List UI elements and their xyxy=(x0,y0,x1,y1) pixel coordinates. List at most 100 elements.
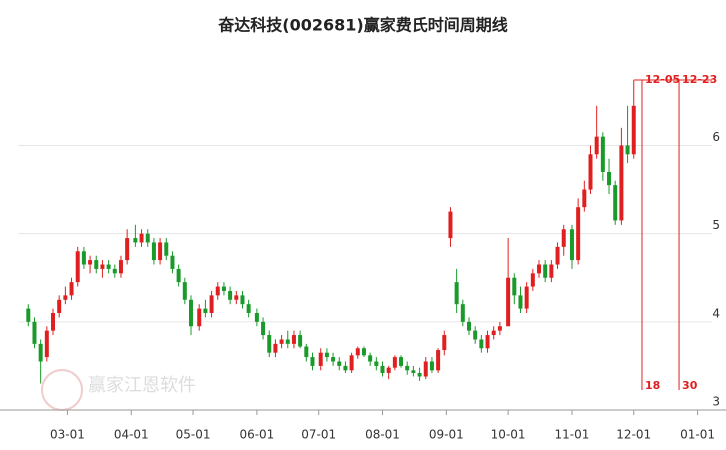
x-tick-label: 01-01 xyxy=(680,428,715,442)
candle-body xyxy=(473,330,478,340)
candle-body xyxy=(454,282,459,305)
candle-body xyxy=(164,242,169,256)
candle-body xyxy=(549,264,554,278)
candle-body xyxy=(38,343,43,362)
candle-body xyxy=(170,255,175,269)
candle-body xyxy=(221,286,226,291)
cycle-count-label: 18 xyxy=(645,379,660,392)
candle-body xyxy=(436,350,441,371)
candle-body xyxy=(607,171,612,186)
candle-body xyxy=(94,260,99,269)
x-tick-label: 05-01 xyxy=(176,428,211,442)
candle-body xyxy=(613,185,618,221)
candle-body xyxy=(361,348,366,356)
candle-body xyxy=(600,136,605,172)
y-tick-label: 6 xyxy=(712,130,720,144)
candle-body xyxy=(506,277,511,327)
candle-body xyxy=(106,264,111,269)
candle-body xyxy=(228,290,233,300)
candle-body xyxy=(524,286,529,309)
candle-body xyxy=(405,365,410,371)
candle-body xyxy=(118,260,123,274)
candle-body xyxy=(158,242,163,261)
candle-body xyxy=(298,335,303,347)
watermark: 赢家江恩软件 xyxy=(41,369,196,411)
chart-title: 奋达科技(002681)赢家费氏时间周期线 xyxy=(217,16,507,35)
candle-body xyxy=(100,264,105,269)
candle-body xyxy=(349,355,354,371)
candle-body xyxy=(310,357,315,366)
candle-body xyxy=(442,335,447,351)
candle-body xyxy=(324,352,329,358)
candle-body xyxy=(51,313,56,331)
candle-body xyxy=(368,355,373,362)
candle-body xyxy=(380,365,385,373)
candle-body xyxy=(139,233,144,243)
candle-body xyxy=(291,335,296,344)
candle-body xyxy=(176,268,181,283)
candle-body xyxy=(26,308,31,322)
candle-body xyxy=(355,348,360,356)
candle-body xyxy=(561,229,566,247)
candle-body xyxy=(125,238,130,261)
candle-body xyxy=(197,308,202,327)
candle-body xyxy=(267,335,272,353)
candle-body xyxy=(254,313,259,322)
candle-body xyxy=(497,326,502,331)
candle-body xyxy=(530,273,535,287)
x-tick-label: 07-01 xyxy=(301,428,336,442)
candle-body xyxy=(569,229,574,261)
x-tick-label: 03-01 xyxy=(50,428,85,442)
candle-body xyxy=(448,211,453,239)
candle-body xyxy=(466,321,471,331)
candle-body xyxy=(57,299,62,314)
x-tick-label: 08-01 xyxy=(365,428,400,442)
cycle-date-label: 12-05 xyxy=(645,73,680,86)
candle-body xyxy=(69,282,74,296)
candle-body xyxy=(318,352,323,366)
candle-body xyxy=(75,251,80,283)
candle-body xyxy=(151,242,156,261)
candle-body xyxy=(261,321,266,336)
candle-body xyxy=(203,308,208,314)
candle-body xyxy=(304,346,309,358)
candle-body xyxy=(429,361,434,371)
candle-body xyxy=(88,260,93,265)
candle-body xyxy=(279,339,284,344)
candle-body xyxy=(209,295,214,314)
candle-body xyxy=(32,321,37,344)
candle-body xyxy=(594,136,599,155)
candle-body xyxy=(543,264,548,278)
candle-body xyxy=(417,372,422,377)
candle-body xyxy=(619,145,624,221)
candle-body xyxy=(485,335,490,349)
candle-body xyxy=(386,367,391,373)
candle-body xyxy=(133,238,138,243)
x-tick-label: 06-01 xyxy=(239,428,274,442)
candle-body xyxy=(392,357,397,368)
candle-body xyxy=(374,361,379,366)
candle-body xyxy=(460,304,465,322)
candle-body xyxy=(411,370,416,373)
candle-body xyxy=(576,207,581,261)
candle-body xyxy=(182,282,187,300)
candle-body xyxy=(273,343,278,353)
candle-body xyxy=(188,299,193,327)
candle-body xyxy=(512,277,517,296)
cycle-count-label: 30 xyxy=(682,379,698,392)
x-tick-label: 09-01 xyxy=(429,428,464,442)
candle-body xyxy=(215,286,220,296)
candle-body xyxy=(240,295,245,305)
y-tick-label: 3 xyxy=(712,395,720,409)
candle-body xyxy=(331,357,336,362)
candle-body xyxy=(625,145,630,155)
candle-body xyxy=(479,339,484,349)
candle-body xyxy=(491,330,496,336)
y-tick-label: 4 xyxy=(712,306,720,320)
candle-body xyxy=(537,264,542,274)
candle-body xyxy=(234,295,239,300)
candle-body xyxy=(81,251,86,265)
candle-body xyxy=(423,361,428,377)
candle-body xyxy=(337,361,342,366)
